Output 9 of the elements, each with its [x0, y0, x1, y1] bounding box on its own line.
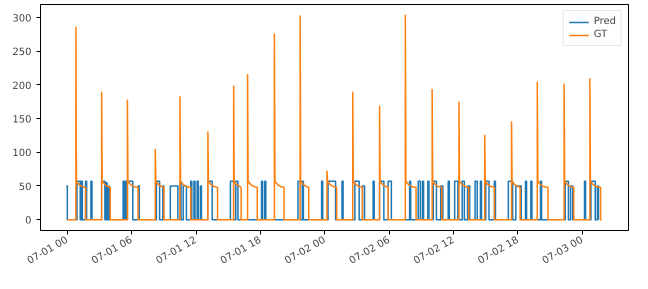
y-tick-label: 300 — [12, 13, 32, 24]
legend-label: Pred — [594, 16, 616, 27]
y-tick-label: 50 — [18, 182, 32, 193]
y-tick-label: 250 — [12, 47, 32, 58]
y-tick-label: 0 — [25, 216, 32, 227]
y-tick-label: 200 — [12, 80, 32, 92]
legend-label: GT — [594, 29, 608, 40]
y-tick-label: 150 — [12, 114, 32, 126]
y-tick-label: 100 — [12, 148, 32, 160]
